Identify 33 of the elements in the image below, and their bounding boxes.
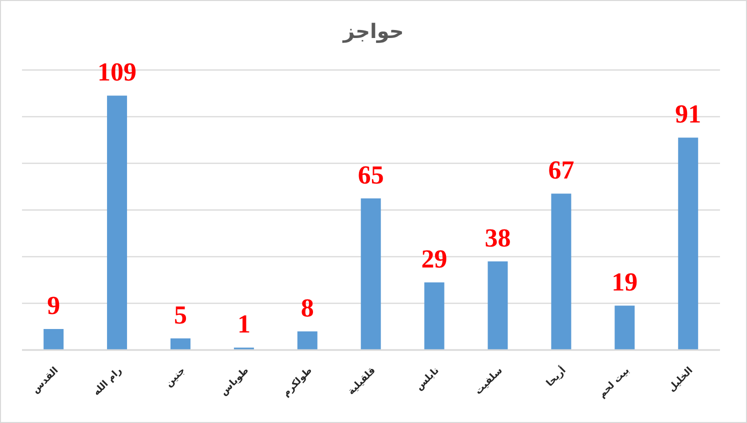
data-label: 38: [484, 223, 511, 252]
data-label: 1: [237, 310, 250, 339]
data-label: 8: [300, 293, 314, 322]
data-label: 5: [174, 300, 187, 330]
data-label: 9: [47, 291, 60, 320]
bar: [678, 138, 698, 350]
x-tick-label: جنين: [163, 365, 188, 390]
x-tick-label: طوباس: [218, 365, 252, 398]
x-tick-label: الخليل: [666, 365, 696, 394]
data-label: 65: [358, 160, 384, 190]
x-tick-label: القدس: [30, 365, 61, 396]
data-label: 29: [421, 244, 448, 274]
x-tick-label: سلفيت: [473, 365, 505, 397]
x-tick-label: أريحا: [543, 364, 568, 390]
data-label: 109: [98, 58, 137, 87]
bar: [170, 338, 190, 350]
x-tick-label: بيت لحم: [596, 365, 632, 400]
x-tick-label: طولكرم: [280, 365, 315, 400]
x-tick-label: رام الله: [91, 365, 124, 398]
bar: [551, 194, 572, 350]
x-tick-label: نابلس: [414, 365, 442, 393]
bar: [614, 306, 635, 350]
bar: [44, 329, 64, 350]
bar: [424, 282, 444, 350]
bar: [107, 96, 128, 350]
bar: [297, 331, 318, 350]
chart-title: حواجز: [341, 18, 405, 44]
bar: [488, 261, 508, 350]
data-label: 91: [675, 100, 702, 129]
data-label: 67: [548, 156, 574, 185]
x-tick-label: قلقيلية: [346, 365, 378, 398]
bar: [360, 198, 381, 350]
data-label: 19: [612, 268, 638, 297]
